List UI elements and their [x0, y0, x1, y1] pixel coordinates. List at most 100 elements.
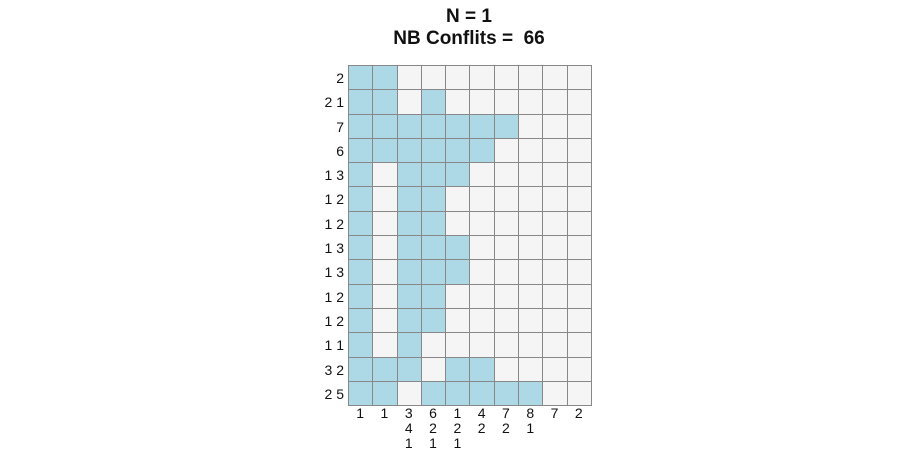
grid-cell-empty[interactable] — [543, 381, 568, 407]
grid-cell-empty[interactable] — [421, 357, 447, 382]
grid-cell-empty[interactable] — [519, 357, 544, 382]
grid-cell-empty[interactable] — [446, 308, 471, 334]
grid-cell-empty[interactable] — [373, 163, 398, 188]
grid-cell-filled[interactable] — [446, 357, 471, 382]
grid-cell-empty[interactable] — [373, 211, 398, 237]
grid-cell-filled[interactable] — [397, 187, 422, 212]
grid-cell-empty[interactable] — [543, 138, 568, 164]
grid-cell-empty[interactable] — [494, 66, 520, 91]
grid-cell-filled[interactable] — [397, 138, 422, 164]
grid-cell-empty[interactable] — [470, 187, 495, 212]
grid-cell-empty[interactable] — [446, 187, 471, 212]
grid-cell-empty[interactable] — [494, 357, 520, 382]
grid-cell-filled[interactable] — [446, 236, 471, 261]
grid-cell-empty[interactable] — [519, 284, 544, 309]
grid-cell-empty[interactable] — [494, 163, 520, 188]
grid-cell-filled[interactable] — [421, 138, 447, 164]
grid-cell-empty[interactable] — [567, 66, 592, 91]
grid-cell-empty[interactable] — [494, 211, 520, 237]
grid-cell-empty[interactable] — [470, 260, 495, 285]
grid-cell-filled[interactable] — [421, 284, 447, 309]
grid-cell-empty[interactable] — [494, 236, 520, 261]
grid-cell-empty[interactable] — [470, 163, 495, 188]
grid-cell-empty[interactable] — [373, 236, 398, 261]
grid-cell-empty[interactable] — [494, 308, 520, 334]
grid-cell-filled[interactable] — [421, 211, 447, 237]
grid-cell-filled[interactable] — [397, 260, 422, 285]
grid-cell-filled[interactable] — [421, 114, 447, 139]
grid-cell-empty[interactable] — [494, 333, 520, 358]
grid-cell-filled[interactable] — [494, 381, 520, 407]
grid-cell-empty[interactable] — [519, 260, 544, 285]
grid-cell-filled[interactable] — [373, 138, 398, 164]
grid-cell-empty[interactable] — [397, 90, 422, 115]
grid-cell-filled[interactable] — [421, 236, 447, 261]
grid-cell-empty[interactable] — [373, 284, 398, 309]
grid-cell-filled[interactable] — [349, 114, 374, 139]
grid-cell-empty[interactable] — [543, 163, 568, 188]
grid-cell-filled[interactable] — [349, 138, 374, 164]
grid-cell-filled[interactable] — [373, 114, 398, 139]
grid-cell-empty[interactable] — [470, 66, 495, 91]
grid-cell-empty[interactable] — [519, 211, 544, 237]
grid-cell-filled[interactable] — [349, 187, 374, 212]
grid-cell-filled[interactable] — [397, 284, 422, 309]
grid-cell-filled[interactable] — [373, 381, 398, 407]
grid-cell-filled[interactable] — [421, 381, 447, 407]
grid-cell-empty[interactable] — [519, 308, 544, 334]
grid-cell-empty[interactable] — [397, 66, 422, 91]
grid-cell-empty[interactable] — [446, 284, 471, 309]
grid-cell-empty[interactable] — [567, 187, 592, 212]
grid-cell-empty[interactable] — [543, 357, 568, 382]
grid-cell-filled[interactable] — [446, 114, 471, 139]
grid-cell-filled[interactable] — [519, 381, 544, 407]
grid-cell-empty[interactable] — [519, 138, 544, 164]
grid-cell-empty[interactable] — [567, 163, 592, 188]
grid-cell-filled[interactable] — [349, 66, 374, 91]
grid-cell-empty[interactable] — [567, 284, 592, 309]
grid-cell-filled[interactable] — [349, 357, 374, 382]
grid-cell-filled[interactable] — [421, 163, 447, 188]
grid-cell-filled[interactable] — [397, 163, 422, 188]
grid-cell-filled[interactable] — [349, 163, 374, 188]
grid-cell-filled[interactable] — [446, 381, 471, 407]
grid-cell-empty[interactable] — [470, 333, 495, 358]
grid-cell-empty[interactable] — [373, 333, 398, 358]
grid-cell-filled[interactable] — [397, 308, 422, 334]
grid-cell-empty[interactable] — [519, 66, 544, 91]
grid-cell-empty[interactable] — [567, 381, 592, 407]
grid-cell-filled[interactable] — [397, 357, 422, 382]
grid-cell-filled[interactable] — [421, 308, 447, 334]
grid-cell-empty[interactable] — [519, 90, 544, 115]
grid-cell-empty[interactable] — [446, 211, 471, 237]
grid-cell-filled[interactable] — [494, 114, 520, 139]
grid-cell-empty[interactable] — [494, 187, 520, 212]
grid-cell-empty[interactable] — [567, 260, 592, 285]
grid-cell-filled[interactable] — [349, 260, 374, 285]
grid-cell-filled[interactable] — [349, 211, 374, 237]
grid-cell-empty[interactable] — [567, 138, 592, 164]
grid-cell-filled[interactable] — [397, 236, 422, 261]
grid-cell-filled[interactable] — [446, 163, 471, 188]
grid-cell-empty[interactable] — [519, 236, 544, 261]
grid-cell-empty[interactable] — [373, 260, 398, 285]
grid-cell-empty[interactable] — [494, 260, 520, 285]
grid-cell-filled[interactable] — [349, 236, 374, 261]
grid-cell-empty[interactable] — [470, 284, 495, 309]
grid-cell-empty[interactable] — [543, 90, 568, 115]
grid-cell-empty[interactable] — [519, 333, 544, 358]
grid-cell-empty[interactable] — [494, 284, 520, 309]
grid-cell-empty[interactable] — [567, 236, 592, 261]
grid-cell-empty[interactable] — [470, 308, 495, 334]
grid-cell-empty[interactable] — [470, 90, 495, 115]
grid-cell-filled[interactable] — [373, 66, 398, 91]
grid-cell-empty[interactable] — [470, 236, 495, 261]
grid-cell-empty[interactable] — [567, 308, 592, 334]
grid-cell-filled[interactable] — [421, 90, 447, 115]
grid-cell-filled[interactable] — [421, 260, 447, 285]
grid-cell-empty[interactable] — [543, 211, 568, 237]
grid-cell-filled[interactable] — [349, 333, 374, 358]
grid-cell-empty[interactable] — [397, 381, 422, 407]
grid-cell-empty[interactable] — [567, 114, 592, 139]
grid-cell-filled[interactable] — [397, 333, 422, 358]
